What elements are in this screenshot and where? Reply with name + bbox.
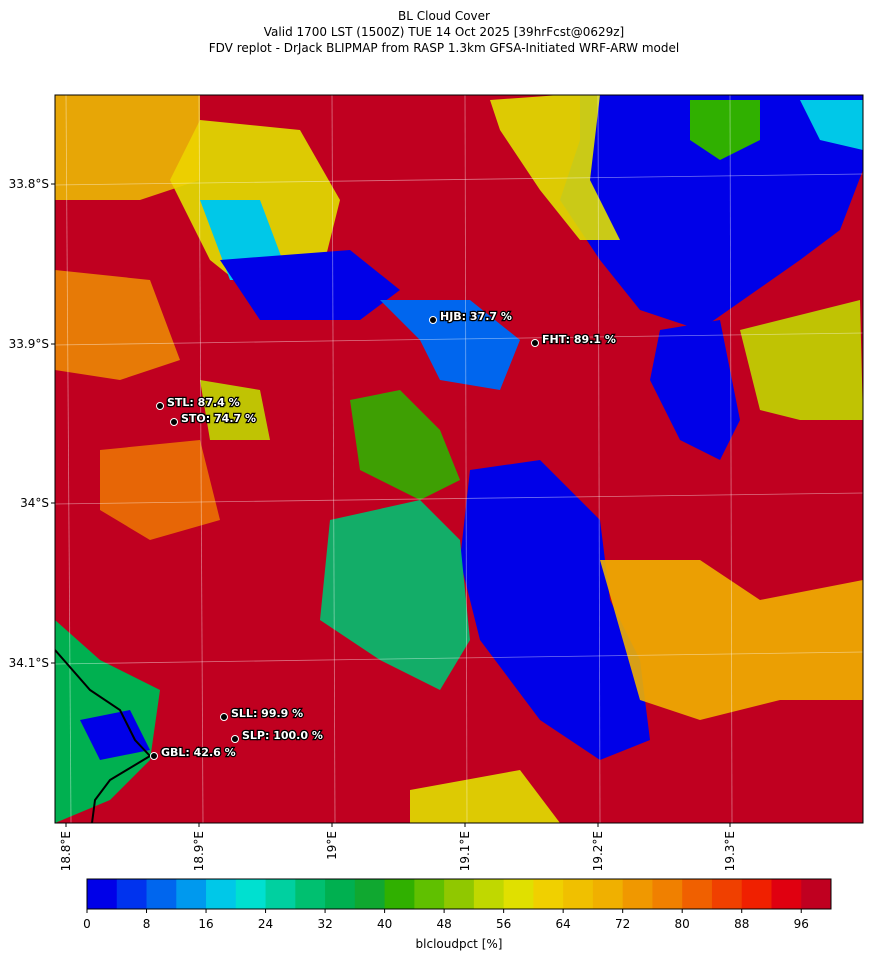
colorbar-tick-label: 32 bbox=[317, 917, 332, 931]
lon-label: 19.2°E bbox=[591, 831, 605, 871]
lat-label: 33.8°S bbox=[9, 177, 49, 191]
colorbar-tick-label: 96 bbox=[794, 917, 809, 931]
coastline bbox=[55, 649, 152, 823]
colorbar-tick-label: 56 bbox=[496, 917, 511, 931]
title: BL Cloud Cover Valid 1700 LST (1500Z) TU… bbox=[209, 9, 679, 55]
colorbar-segment bbox=[235, 879, 267, 909]
colorbar-segment bbox=[265, 879, 296, 909]
title-line: BL Cloud Cover bbox=[398, 9, 490, 23]
colorbar-segment bbox=[206, 879, 237, 909]
colorbar-segment bbox=[414, 879, 445, 909]
colorbar-segment bbox=[533, 879, 564, 909]
colorbar-segment bbox=[622, 879, 653, 909]
colorbar-tick-label: 88 bbox=[734, 917, 749, 931]
colorbar-segment bbox=[444, 879, 475, 909]
colorbar-segment bbox=[325, 879, 356, 909]
colorbar-segment bbox=[176, 879, 207, 909]
station-dot bbox=[429, 316, 437, 324]
axis-labels: 33.8°S 33.9°S 34°S 34.1°S 18.8°E 18.9°E 19°E 19… bbox=[9, 177, 737, 871]
lat-label: 34.1°S bbox=[9, 656, 49, 670]
colorbar-segment bbox=[87, 879, 118, 909]
colorbar-tick-label: 0 bbox=[83, 917, 91, 931]
colorbar-tick-label: 8 bbox=[143, 917, 151, 931]
station-dot bbox=[231, 735, 239, 743]
lat-label: 34°S bbox=[20, 496, 49, 510]
station-dot bbox=[531, 339, 539, 347]
title-line: Valid 1700 LST (1500Z) TUE 14 Oct 2025 [… bbox=[264, 25, 624, 39]
graticule bbox=[55, 95, 863, 823]
colorbar: 0 8 16 24 32 40 48 56 64 72 80 88 96 bbox=[83, 878, 832, 931]
colorbar-segment bbox=[146, 879, 177, 909]
station-label: SLL: 99.9 % bbox=[231, 707, 303, 720]
station-label: SLP: 100.0 % bbox=[242, 729, 323, 742]
colorbar-segment bbox=[652, 879, 683, 909]
colorbar-tick-label: 72 bbox=[615, 917, 630, 931]
colorbar-segment bbox=[116, 879, 148, 909]
lon-label: 18.8°E bbox=[59, 831, 73, 871]
colorbar-segment bbox=[295, 879, 326, 909]
colorbar-segment bbox=[771, 879, 802, 909]
station-label: FHT: 89.1 % bbox=[542, 333, 616, 346]
colorbar-segment bbox=[592, 879, 624, 909]
lon-label: 19°E bbox=[325, 831, 339, 860]
colorbar-label: blcloudpct [%] bbox=[416, 937, 503, 951]
lon-label: 18.9°E bbox=[192, 831, 206, 871]
colorbar-segment bbox=[473, 879, 505, 909]
colorbar-segment bbox=[741, 879, 772, 909]
stations: STL: 87.4 % STO: 74.7 % HJB: 37.7 % FHT: 89… bbox=[150, 309, 617, 760]
colorbar-tick-label: 64 bbox=[556, 917, 571, 931]
colorbar-segment bbox=[801, 879, 832, 909]
station-label: HJB: 37.7 % bbox=[440, 310, 512, 323]
colorbar-segment bbox=[354, 879, 386, 909]
colorbar-tick-label: 80 bbox=[675, 917, 690, 931]
colorbar-tick-label: 16 bbox=[198, 917, 213, 931]
station-label: STL: 87.4 % bbox=[167, 396, 240, 409]
station-dot bbox=[150, 752, 158, 760]
colorbar-segment bbox=[682, 879, 713, 909]
colorbar-segment bbox=[711, 879, 743, 909]
map-frame bbox=[54, 94, 864, 824]
colorbar-frame bbox=[86, 878, 832, 910]
cloud-field bbox=[55, 95, 863, 823]
colorbar-segment bbox=[563, 879, 594, 909]
lat-label: 33.9°S bbox=[9, 337, 49, 351]
station-label: GBL: 42.6 % bbox=[161, 746, 236, 759]
colorbar-tick-label: 48 bbox=[436, 917, 451, 931]
lon-label: 19.1°E bbox=[458, 831, 472, 871]
colorbar-tick-label: 24 bbox=[258, 917, 273, 931]
station-label: STO: 74.7 % bbox=[181, 412, 256, 425]
colorbar-segment bbox=[503, 879, 534, 909]
title-line: FDV replot - DrJack BLIPMAP from RASP 1.… bbox=[209, 41, 679, 55]
station-dot bbox=[170, 418, 178, 426]
station-dot bbox=[220, 713, 228, 721]
station-dot bbox=[156, 402, 164, 410]
colorbar-segment bbox=[384, 879, 415, 909]
lon-label: 19.3°E bbox=[723, 831, 737, 871]
colorbar-tick-label: 40 bbox=[377, 917, 392, 931]
